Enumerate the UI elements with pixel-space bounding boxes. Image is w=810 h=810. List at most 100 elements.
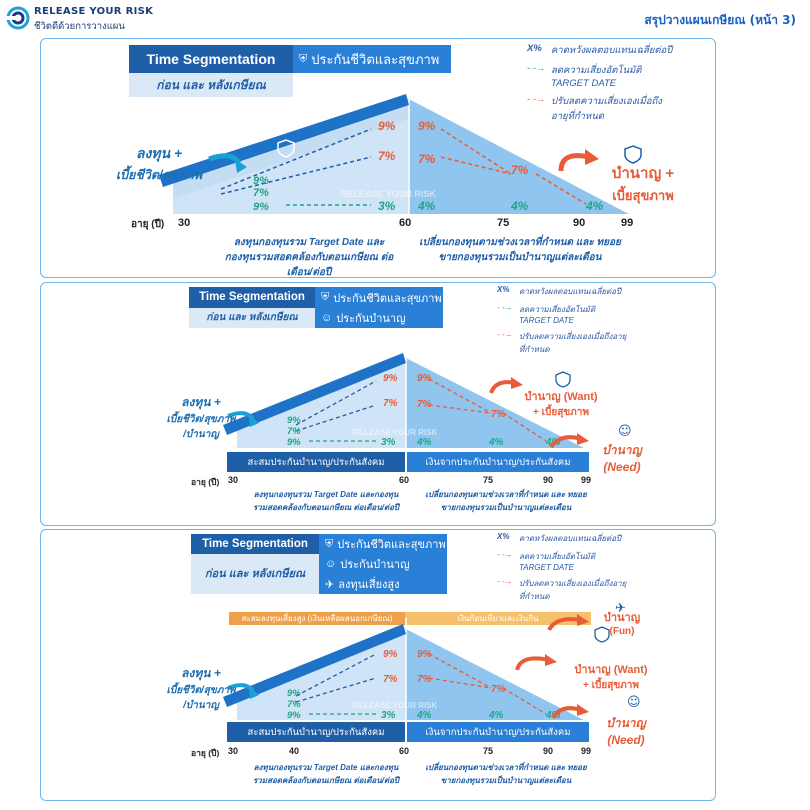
need-label-bottom: (Need) [607,733,645,747]
panel-high-risk: Time Segmentation ก่อน และ หลังเกษียณ ⛨ … [40,529,716,801]
legend-return: คาดหวังผลตอบแทนเฉลี่ยต่อปี [519,534,622,543]
brand-tagline: ชีวิตดีด้วยการวางแผน [34,21,125,32]
want-label-bottom: + เบี้ยสุขภาพ [583,680,639,691]
pension-icon: ☺ [627,695,641,710]
pct-4-75: 4% [488,437,504,448]
pct-9-retire: 9% [417,649,432,660]
age-30: 30 [228,475,239,485]
pct-7-retire: 7% [418,152,436,166]
orange-arrow-icon: - -→ [497,330,513,339]
age-75: 75 [483,746,494,756]
pct-4-90: 4% [585,199,604,213]
need-label: บำนาญ (Need) [587,441,657,474]
pct-9: 9% [383,649,398,660]
glide-path-chart: 9% 7% 3% 9% 7% 9% 9% 7% 4% 7% 4% 4% RELE… [223,353,632,449]
panel-pension: Time Segmentation ⛨ ประกันชีวิตและสุขภาพ… [40,282,716,526]
logo-icon [6,6,30,30]
age-40: 40 [289,746,300,756]
product-label: ลงทุนเสี่ยงสูง [338,579,400,591]
age-99: 99 [581,475,592,485]
pct-9-start: 9% [287,415,301,426]
time-segmentation-title: Time Segmentation [189,287,315,308]
legend-manual: ปรับลดความเสี่ยงเองเมื่อถึงอายุที่กำหนด [519,332,627,354]
pct-7-75: 7% [491,409,506,420]
time-segmentation-subtitle: ก่อน และ หลังเกษียณ [191,554,319,594]
pct-3-start: 9% [253,201,269,213]
legend: X% คาดหวังผลตอบแทนเฉลี่ยต่อปี - -→ ลดความเ… [497,285,677,356]
orange-arrow-icon: - -→ [527,94,546,105]
bar-accumulate: สะสมประกันบำนาญ/ประกันสังคม [227,452,405,472]
pct-9-retire: 9% [417,373,432,384]
pct-7: 7% [378,149,396,163]
pct-9-low: 9% [287,710,301,721]
pct-9-start: 9% [253,175,269,187]
legend-manual: ปรับลดความเสี่ยงเองเมื่อถึงอายุที่กำหนด [519,579,627,601]
legend-key: X% [527,43,542,54]
age-90: 90 [573,217,586,229]
age-75: 75 [483,475,494,485]
pct-3: 3% [381,710,396,721]
watermark: RELEASE YOUR RISK [341,189,436,199]
pct-4-retire: 4% [416,710,432,721]
time-segmentation-subtitle: ก่อน และ หลังเกษียณ [189,308,315,328]
left-label: ลงทุน + เบี้ยชีวิต/สุขภาพ [113,143,205,185]
product-pension: ☺ ประกันบำนาญ [319,554,447,574]
product-label: ประกันชีวิตและสุขภาพ [311,51,440,67]
pct-7: 7% [383,398,398,409]
panel-life-health: Time Segmentation ⛨ ประกันชีวิตและสุขภาพ… [40,38,716,278]
left-label-top: ลงทุน + [181,395,221,409]
shield-icon: ⛨ [299,52,308,65]
need-label-top: บำนาญ [606,716,646,730]
pct-9-start: 9% [287,688,301,699]
travel-icon: ✈ [325,578,335,591]
pct-9: 9% [383,373,398,384]
pct-7-start: 7% [253,187,269,199]
product-label: ประกันบำนาญ [336,313,406,325]
fun-label: บำนาญ (Fun) [589,608,655,637]
left-label-top: ลงทุน + [181,666,221,680]
pct-7-75: 7% [511,163,529,177]
right-label-bottom: เบี้ยสุขภาพ [612,188,674,203]
legend-auto: ลดความเสี่ยงอัตโนมัติ TARGET DATE [519,552,596,572]
product-pension: ☺ ประกันบำนาญ [315,308,443,328]
pct-4-75: 4% [510,199,529,213]
time-segmentation-title: Time Segmentation [191,534,319,554]
fun-label-top: บำนาญ [603,612,641,624]
green-arrow-icon: - -→ [527,63,546,74]
caption-right: เปลี่ยนกองทุนตามช่วงเวลาที่กำหนด และ ทยอ… [425,490,587,512]
time-segmentation-title: Time Segmentation [129,45,293,73]
product-label: ประกันชีวิตและสุขภาพ [337,539,446,551]
pct-7: 7% [383,674,398,685]
left-label-top: ลงทุน + [135,145,183,161]
left-label: ลงทุน + เบี้ยชีวิต/สุขภาพ /บำนาญ [161,664,241,713]
caption-right: เปลี่ยนกองทุนตามช่วงเวลาที่กำหนด และ ทยอ… [425,763,587,785]
watermark: RELEASE YOUR RISK [353,701,438,710]
header: RELEASE YOUR RISK ชีวิตดีด้วยการวางแผน ส… [0,0,810,36]
caption-left: ลงทุนกองทุนรวม Target Date และกองทุนรวมส… [224,237,394,278]
pct-7-75: 7% [491,684,506,695]
bar-payout: เงินจากประกันบำนาญ/ประกันสังคม [407,452,589,472]
want-label-top: บำนาญ (Want) [524,391,598,403]
left-label-bottom: /บำนาญ [183,700,219,711]
legend-auto: ลดความเสี่ยงอัตโนมัติ TARGET DATE [551,65,642,89]
product-life-health: ⛨ ประกันชีวิตและสุขภาพ [293,45,451,73]
shield-icon [624,145,642,164]
shield-icon [594,626,610,643]
legend-manual: ปรับลดความเสี่ยงเองเมื่อถึงอายุที่กำหนด [551,96,662,122]
bar-accumulate: สะสมประกันบำนาญ/ประกันสังคม [227,722,405,742]
pct-9: 9% [378,119,396,133]
left-label-bottom: /บำนาญ [183,429,219,440]
pct-7-retire: 7% [417,399,432,410]
orange-arrow-icon: - -→ [497,577,513,586]
legend-auto: ลดความเสี่ยงอัตโนมัติ TARGET DATE [519,305,596,325]
pct-4-retire: 4% [416,437,432,448]
left-label-bottom: เบี้ยชีวิต/สุขภาพ [115,168,203,182]
age-60: 60 [399,475,410,485]
fun-label-bottom: (Fun) [609,626,635,637]
left-label-mid: เบี้ยชีวิต/สุขภาพ [166,414,236,425]
time-segmentation-subtitle: ก่อน และ หลังเกษียณ [129,73,293,97]
want-label: บำนาญ (Want) + เบี้ยสุขภาพ [511,387,611,420]
pct-9-low: 9% [287,437,301,448]
product-life-health: ⛨ ประกันชีวิตและสุขภาพ [315,287,443,308]
age-30: 30 [228,746,239,756]
